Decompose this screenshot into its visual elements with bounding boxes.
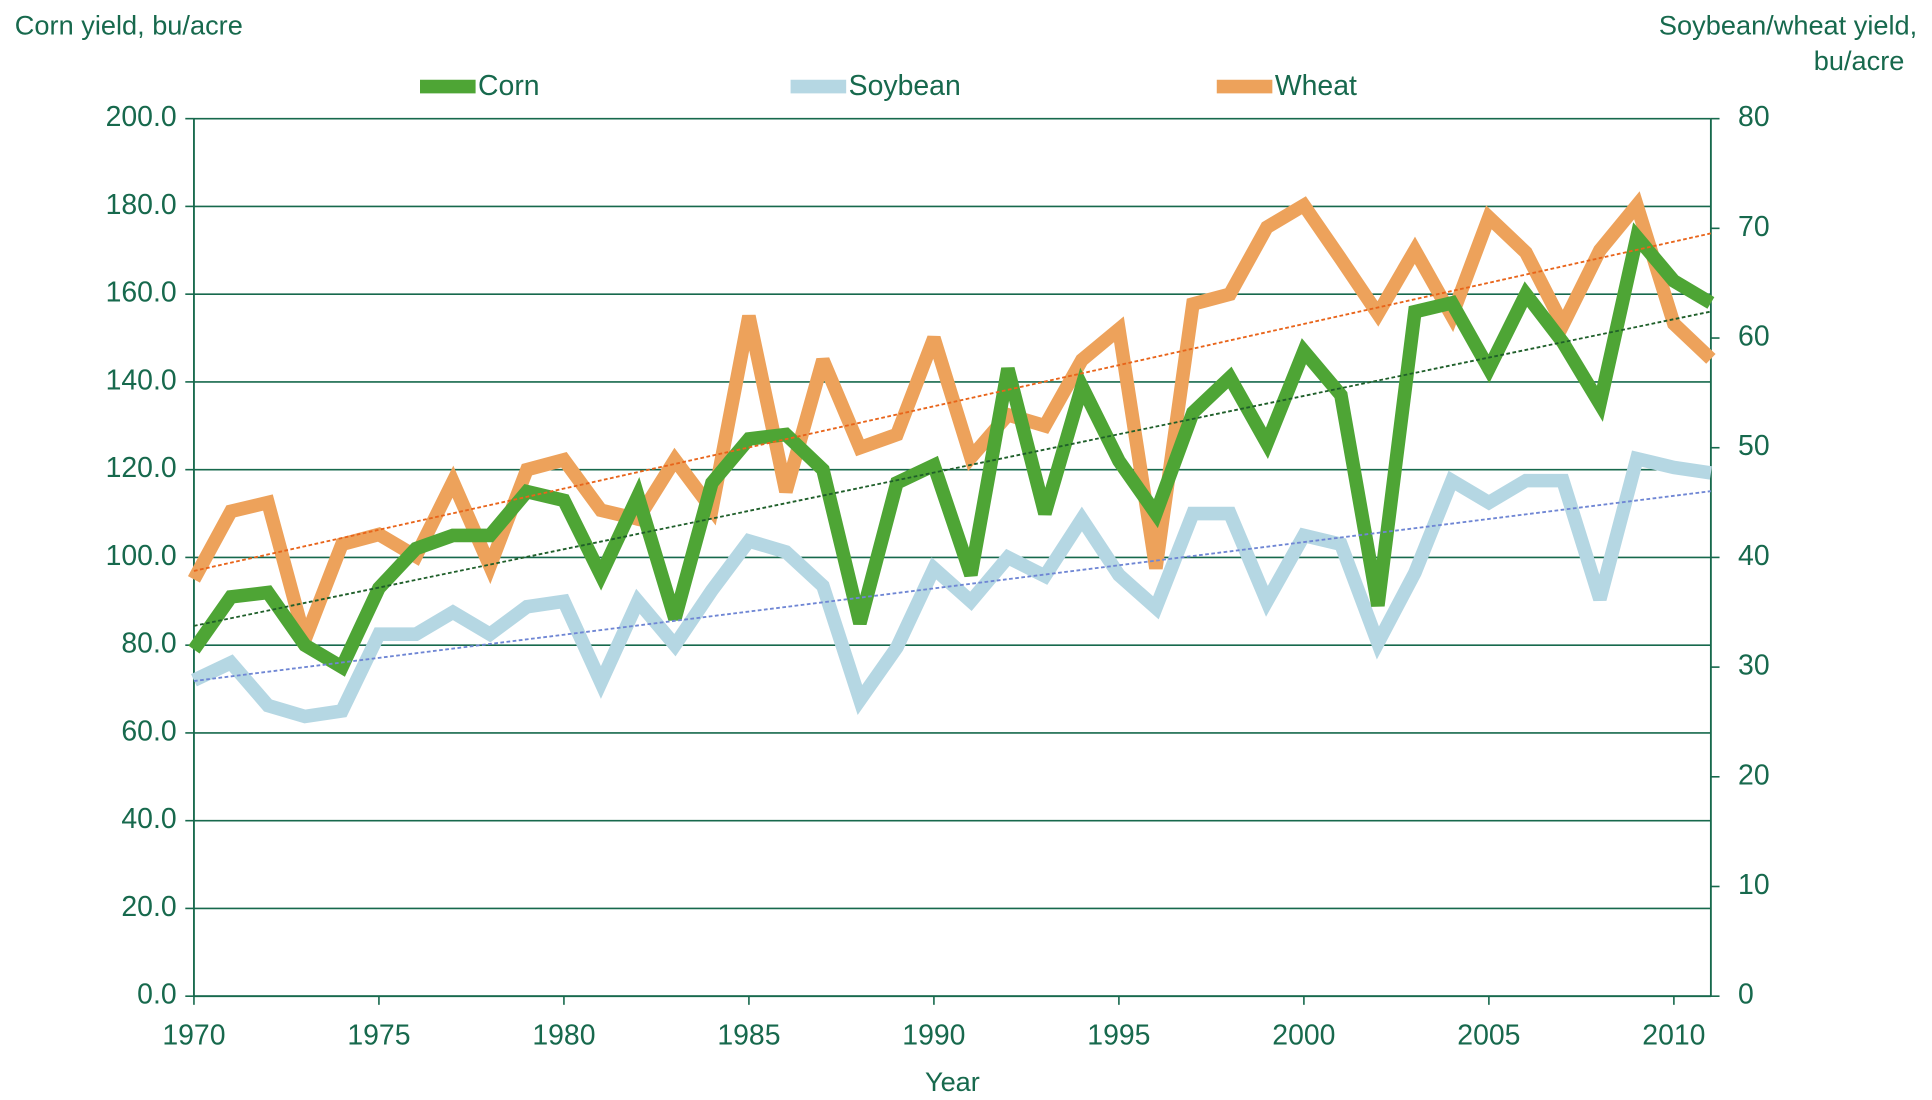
y-tick-label: 140.0 [106,364,177,396]
y2-axis-title: Soybean/wheat yield, [1659,9,1917,40]
y-tick-label: 180.0 [106,189,177,221]
y2-tick-label: 50 [1738,430,1770,462]
y2-tick-label: 40 [1738,540,1770,572]
series-line [187,191,1716,643]
y-tick-label: 80.0 [121,628,176,660]
y-axis-title: Corn yield, bu/acre [15,9,243,40]
y-tick-label: 20.0 [121,891,176,923]
y2-axis-title: bu/acre [1814,45,1905,76]
legend-label: Corn [478,70,540,102]
y-tick-label: 40.0 [121,803,176,835]
x-tick-label: 1975 [347,1019,410,1051]
y-tick-label: 100.0 [106,540,177,572]
x-tick-label: 2010 [1642,1019,1705,1051]
y2-tick-label: 30 [1738,650,1770,682]
trend-line [193,490,1711,682]
y2-tick-label: 80 [1738,101,1770,133]
x-tick-label: 2000 [1272,1019,1335,1051]
x-tick-label: 2005 [1457,1019,1520,1051]
x-tick-label: 1970 [162,1019,225,1051]
y-tick-label: 0.0 [137,979,176,1011]
y2-tick-label: 20 [1738,759,1770,791]
legend-label: Wheat [1275,70,1357,102]
x-tick-label: 1980 [532,1019,595,1051]
y2-tick-label: 60 [1738,321,1770,353]
y-tick-label: 160.0 [106,277,177,309]
y2-tick-label: 10 [1738,869,1770,901]
series-line [188,222,1715,677]
x-tick-label: 1990 [902,1019,965,1051]
x-tick-label: 1995 [1087,1019,1150,1051]
y2-tick-label: 70 [1738,211,1770,243]
series-line [191,450,1712,724]
x-axis-title: Year [925,1066,980,1097]
trend-line [193,310,1712,627]
x-tick-label: 1985 [717,1019,780,1051]
legend-label: Soybean [849,70,961,102]
y-tick-label: 200.0 [106,101,177,133]
y-tick-label: 60.0 [121,715,176,747]
y2-tick-label: 0 [1738,979,1754,1011]
y-tick-label: 120.0 [106,452,177,484]
